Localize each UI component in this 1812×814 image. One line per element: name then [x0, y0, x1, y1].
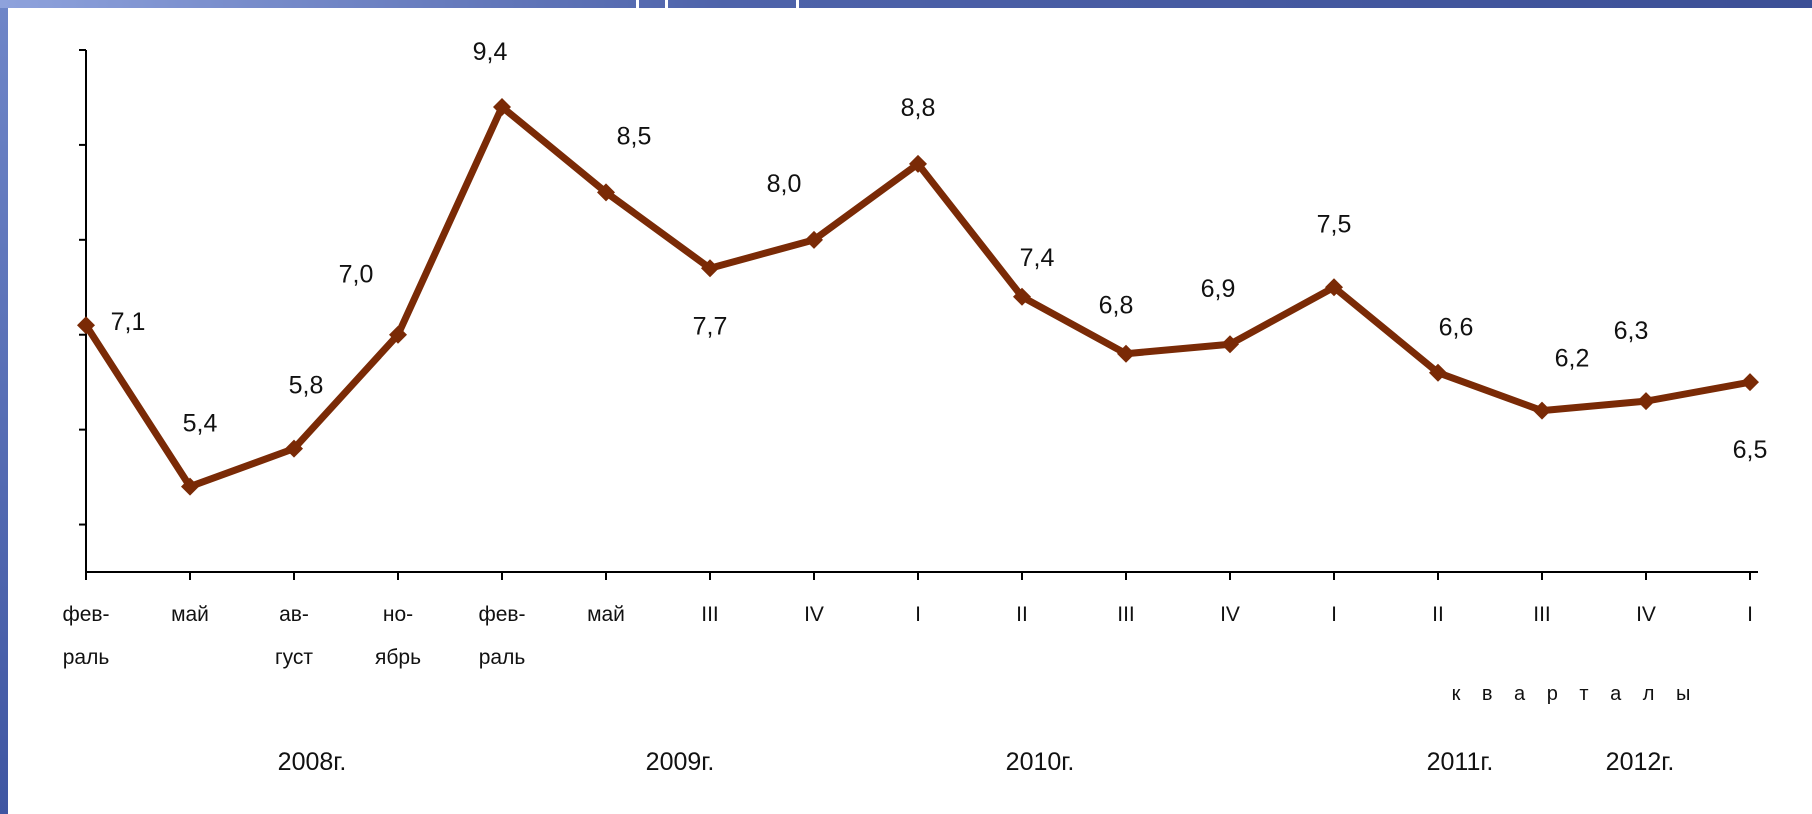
x-tick-label: фев- [478, 603, 525, 626]
x-tick-label: фев- [62, 603, 109, 626]
data-point [181, 477, 199, 496]
x-tick-label: II [1016, 603, 1028, 626]
data-point [1325, 278, 1343, 297]
data-label: 7,1 [111, 308, 146, 336]
chart-axes [79, 49, 1758, 580]
data-point [1429, 363, 1447, 382]
data-point [597, 183, 615, 202]
data-point [1221, 335, 1239, 354]
data-point [1013, 287, 1031, 306]
year-label-2011: 2011г. [1427, 748, 1494, 776]
data-label: 6,2 [1555, 345, 1590, 373]
data-point [285, 439, 303, 458]
data-label: 7,7 [693, 312, 728, 340]
x-tick-label: IV [1220, 603, 1240, 626]
top-bar-divider [665, 0, 668, 8]
series-markers [77, 97, 1759, 496]
x-axis-title: к в а р т а л ы [1452, 683, 1699, 705]
x-tick-label: III [1533, 603, 1551, 626]
data-point [1117, 344, 1135, 363]
data-label: 6,6 [1439, 314, 1474, 342]
data-label: 9,4 [473, 38, 508, 66]
data-label: 8,8 [901, 94, 936, 122]
x-tick-label: ав- [279, 603, 309, 626]
top-bar-divider [796, 0, 799, 8]
x-tick-label: II [1432, 603, 1444, 626]
data-label: 6,8 [1099, 292, 1134, 320]
data-point [1533, 401, 1551, 420]
x-tick-label: III [1117, 603, 1135, 626]
x-tick-label-line2: ябрь [375, 646, 421, 669]
year-label-2010: 2010г. [1006, 748, 1075, 776]
data-point [1637, 392, 1655, 411]
x-tick-label: но- [383, 603, 413, 626]
x-tick-label: I [1747, 603, 1753, 626]
top-bar-divider [636, 0, 639, 8]
data-label: 7,4 [1020, 244, 1055, 272]
data-label: 6,5 [1733, 436, 1768, 464]
data-point [701, 259, 719, 278]
data-point [493, 97, 511, 116]
data-point [909, 154, 927, 173]
x-tick-label: I [1331, 603, 1337, 626]
year-label-2009: 2009г. [646, 748, 715, 776]
data-point [389, 325, 407, 344]
x-tick-label: май [171, 603, 209, 626]
x-tick-label: III [701, 603, 719, 626]
data-label: 6,3 [1614, 317, 1649, 345]
x-tick-label: май [587, 603, 625, 626]
year-label-2008: 2008г. [278, 748, 347, 776]
x-tick-label-line2: густ [275, 646, 313, 669]
data-label: 7,0 [339, 261, 374, 289]
x-tick-label-line2: раль [63, 646, 110, 669]
data-label: 6,9 [1201, 275, 1236, 303]
slide-top-accent-bar [0, 0, 1812, 8]
data-labels: 7,1 5,4 5,8 7,0 9,4 8,5 7,7 8,0 8,8 7,4 6,8 6,9 7,5 6… [111, 38, 1768, 464]
data-point [805, 230, 823, 249]
x-tick-label: IV [1636, 603, 1656, 626]
data-label: 8,5 [617, 122, 652, 150]
year-label-2012: 2012г. [1606, 748, 1675, 776]
x-tick-label-line2: раль [479, 646, 526, 669]
x-tick-label: I [915, 603, 921, 626]
data-label: 5,4 [183, 410, 218, 438]
data-point [1741, 373, 1759, 392]
data-label: 5,8 [289, 372, 324, 400]
data-label: 8,0 [767, 170, 802, 198]
slide-left-accent-bar [0, 0, 8, 814]
data-label: 7,5 [1317, 210, 1352, 238]
data-point [77, 316, 95, 335]
x-tick-label: IV [804, 603, 824, 626]
